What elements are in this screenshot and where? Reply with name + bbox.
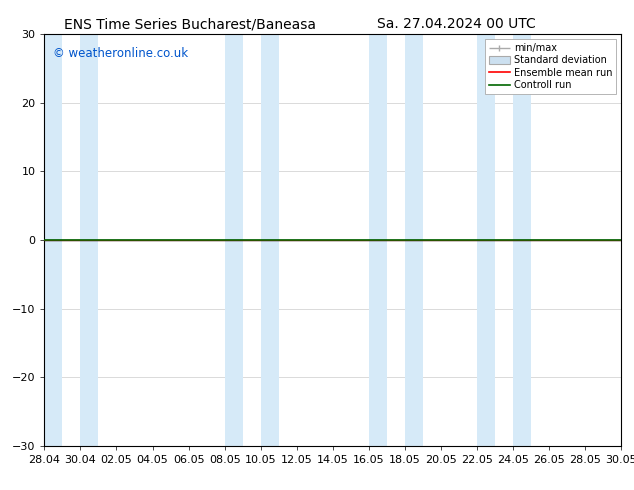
Text: Sa. 27.04.2024 00 UTC: Sa. 27.04.2024 00 UTC bbox=[377, 17, 536, 31]
Bar bbox=[81, 34, 98, 446]
Bar bbox=[224, 34, 243, 446]
Text: ENS Time Series Bucharest/Baneasa: ENS Time Series Bucharest/Baneasa bbox=[64, 17, 316, 31]
Bar bbox=[44, 34, 62, 446]
Bar bbox=[369, 34, 387, 446]
Bar bbox=[405, 34, 423, 446]
Bar bbox=[261, 34, 279, 446]
Bar bbox=[477, 34, 495, 446]
Bar bbox=[513, 34, 531, 446]
Legend: min/max, Standard deviation, Ensemble mean run, Controll run: min/max, Standard deviation, Ensemble me… bbox=[485, 39, 616, 94]
Text: © weatheronline.co.uk: © weatheronline.co.uk bbox=[53, 47, 188, 60]
